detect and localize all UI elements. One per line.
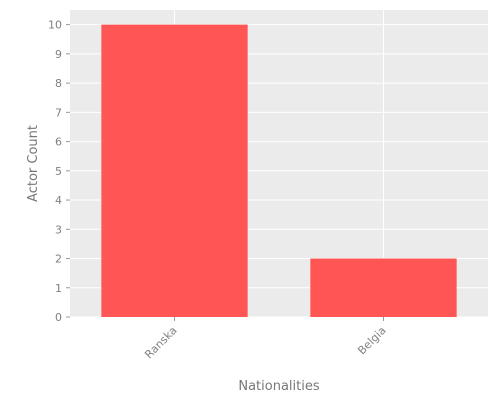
bar-ranska xyxy=(101,24,248,317)
bar-belgia xyxy=(310,258,457,317)
y-tick-label: 1 xyxy=(55,282,62,295)
y-tick-label: 3 xyxy=(55,223,62,236)
x-axis-title: Nationalities xyxy=(238,379,319,394)
y-tick-label: 4 xyxy=(55,194,62,207)
y-tick-label: 9 xyxy=(55,48,62,61)
x-tick-label: Ranska xyxy=(142,324,179,361)
y-tick-label: 2 xyxy=(55,253,62,266)
y-tick-label: 5 xyxy=(55,165,62,178)
y-tick-label: 6 xyxy=(55,136,62,149)
y-tick-label: 0 xyxy=(55,311,62,324)
y-axis: 0 1 2 3 4 5 6 7 8 9 10 xyxy=(48,19,70,324)
bars xyxy=(101,24,457,317)
y-tick-label: 8 xyxy=(55,77,62,90)
y-tick-label: 10 xyxy=(48,19,62,32)
y-axis-title: Actor Count xyxy=(26,125,41,202)
x-axis: Ranska Belgia xyxy=(142,317,389,361)
x-tick-label: Belgia xyxy=(355,324,388,357)
y-tick-label: 7 xyxy=(55,106,62,119)
